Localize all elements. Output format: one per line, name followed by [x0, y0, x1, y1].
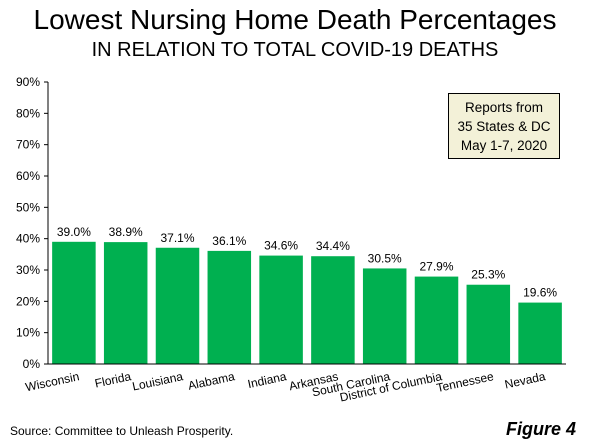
- annotation-line-1: Reports from: [464, 99, 544, 115]
- data-label: 34.6%: [264, 239, 298, 253]
- chart-subtitle: IN RELATION TO TOTAL COVID-19 DEATHS: [91, 39, 499, 61]
- bar: [259, 255, 303, 364]
- x-tick-label: Florida: [94, 369, 133, 390]
- bar: [103, 242, 148, 364]
- data-label: 39.0%: [57, 225, 91, 239]
- y-tick-label: 80%: [16, 106, 40, 120]
- y-tick-label: 0%: [23, 357, 41, 371]
- x-tick-label: Louisiana: [131, 369, 184, 393]
- data-label: 38.9%: [109, 225, 143, 239]
- annotation-line-3: May 1-7, 2020: [460, 137, 548, 153]
- source-note: Source: Committee to Unleash Prosperity.: [10, 424, 234, 438]
- x-tick-label: Tennessee: [435, 369, 495, 395]
- data-label: 34.4%: [316, 239, 350, 253]
- bar: [362, 268, 407, 364]
- chart-title: Lowest Nursing Home Death Percentages: [33, 4, 557, 35]
- data-label: 25.3%: [471, 268, 505, 282]
- bar: [52, 241, 96, 364]
- data-label: 37.1%: [160, 231, 194, 245]
- y-tick-label: 10%: [16, 326, 40, 340]
- data-label: 30.5%: [368, 251, 402, 265]
- bar: [155, 247, 200, 364]
- bar: [518, 302, 562, 364]
- x-tick-label: Indiana: [246, 369, 288, 391]
- annotation-line-2: 35 States & DC: [457, 118, 551, 134]
- x-tick-label: Alabama: [187, 369, 237, 393]
- x-tick-label: District of Columbia: [338, 369, 443, 404]
- y-tick-label: 30%: [16, 263, 40, 277]
- y-tick-label: 50%: [16, 200, 40, 214]
- figure-label: Figure 4: [505, 419, 576, 439]
- data-label: 19.6%: [523, 286, 557, 300]
- y-tick-label: 70%: [16, 138, 40, 152]
- y-tick-label: 40%: [16, 232, 40, 246]
- y-tick-label: 60%: [16, 169, 40, 183]
- data-label: 27.9%: [419, 260, 453, 274]
- data-label: 36.1%: [212, 234, 246, 248]
- bar: [414, 276, 459, 364]
- annotation-box: Reports from 35 States & DC May 1-7, 202…: [448, 93, 560, 159]
- bar: [311, 256, 355, 364]
- x-tick-label: Wisconsin: [24, 369, 80, 394]
- bar: [466, 284, 511, 364]
- y-tick-label: 90%: [16, 75, 40, 89]
- y-tick-label: 20%: [16, 294, 40, 308]
- bar: [207, 250, 252, 364]
- x-tick-label: Nevada: [503, 369, 547, 391]
